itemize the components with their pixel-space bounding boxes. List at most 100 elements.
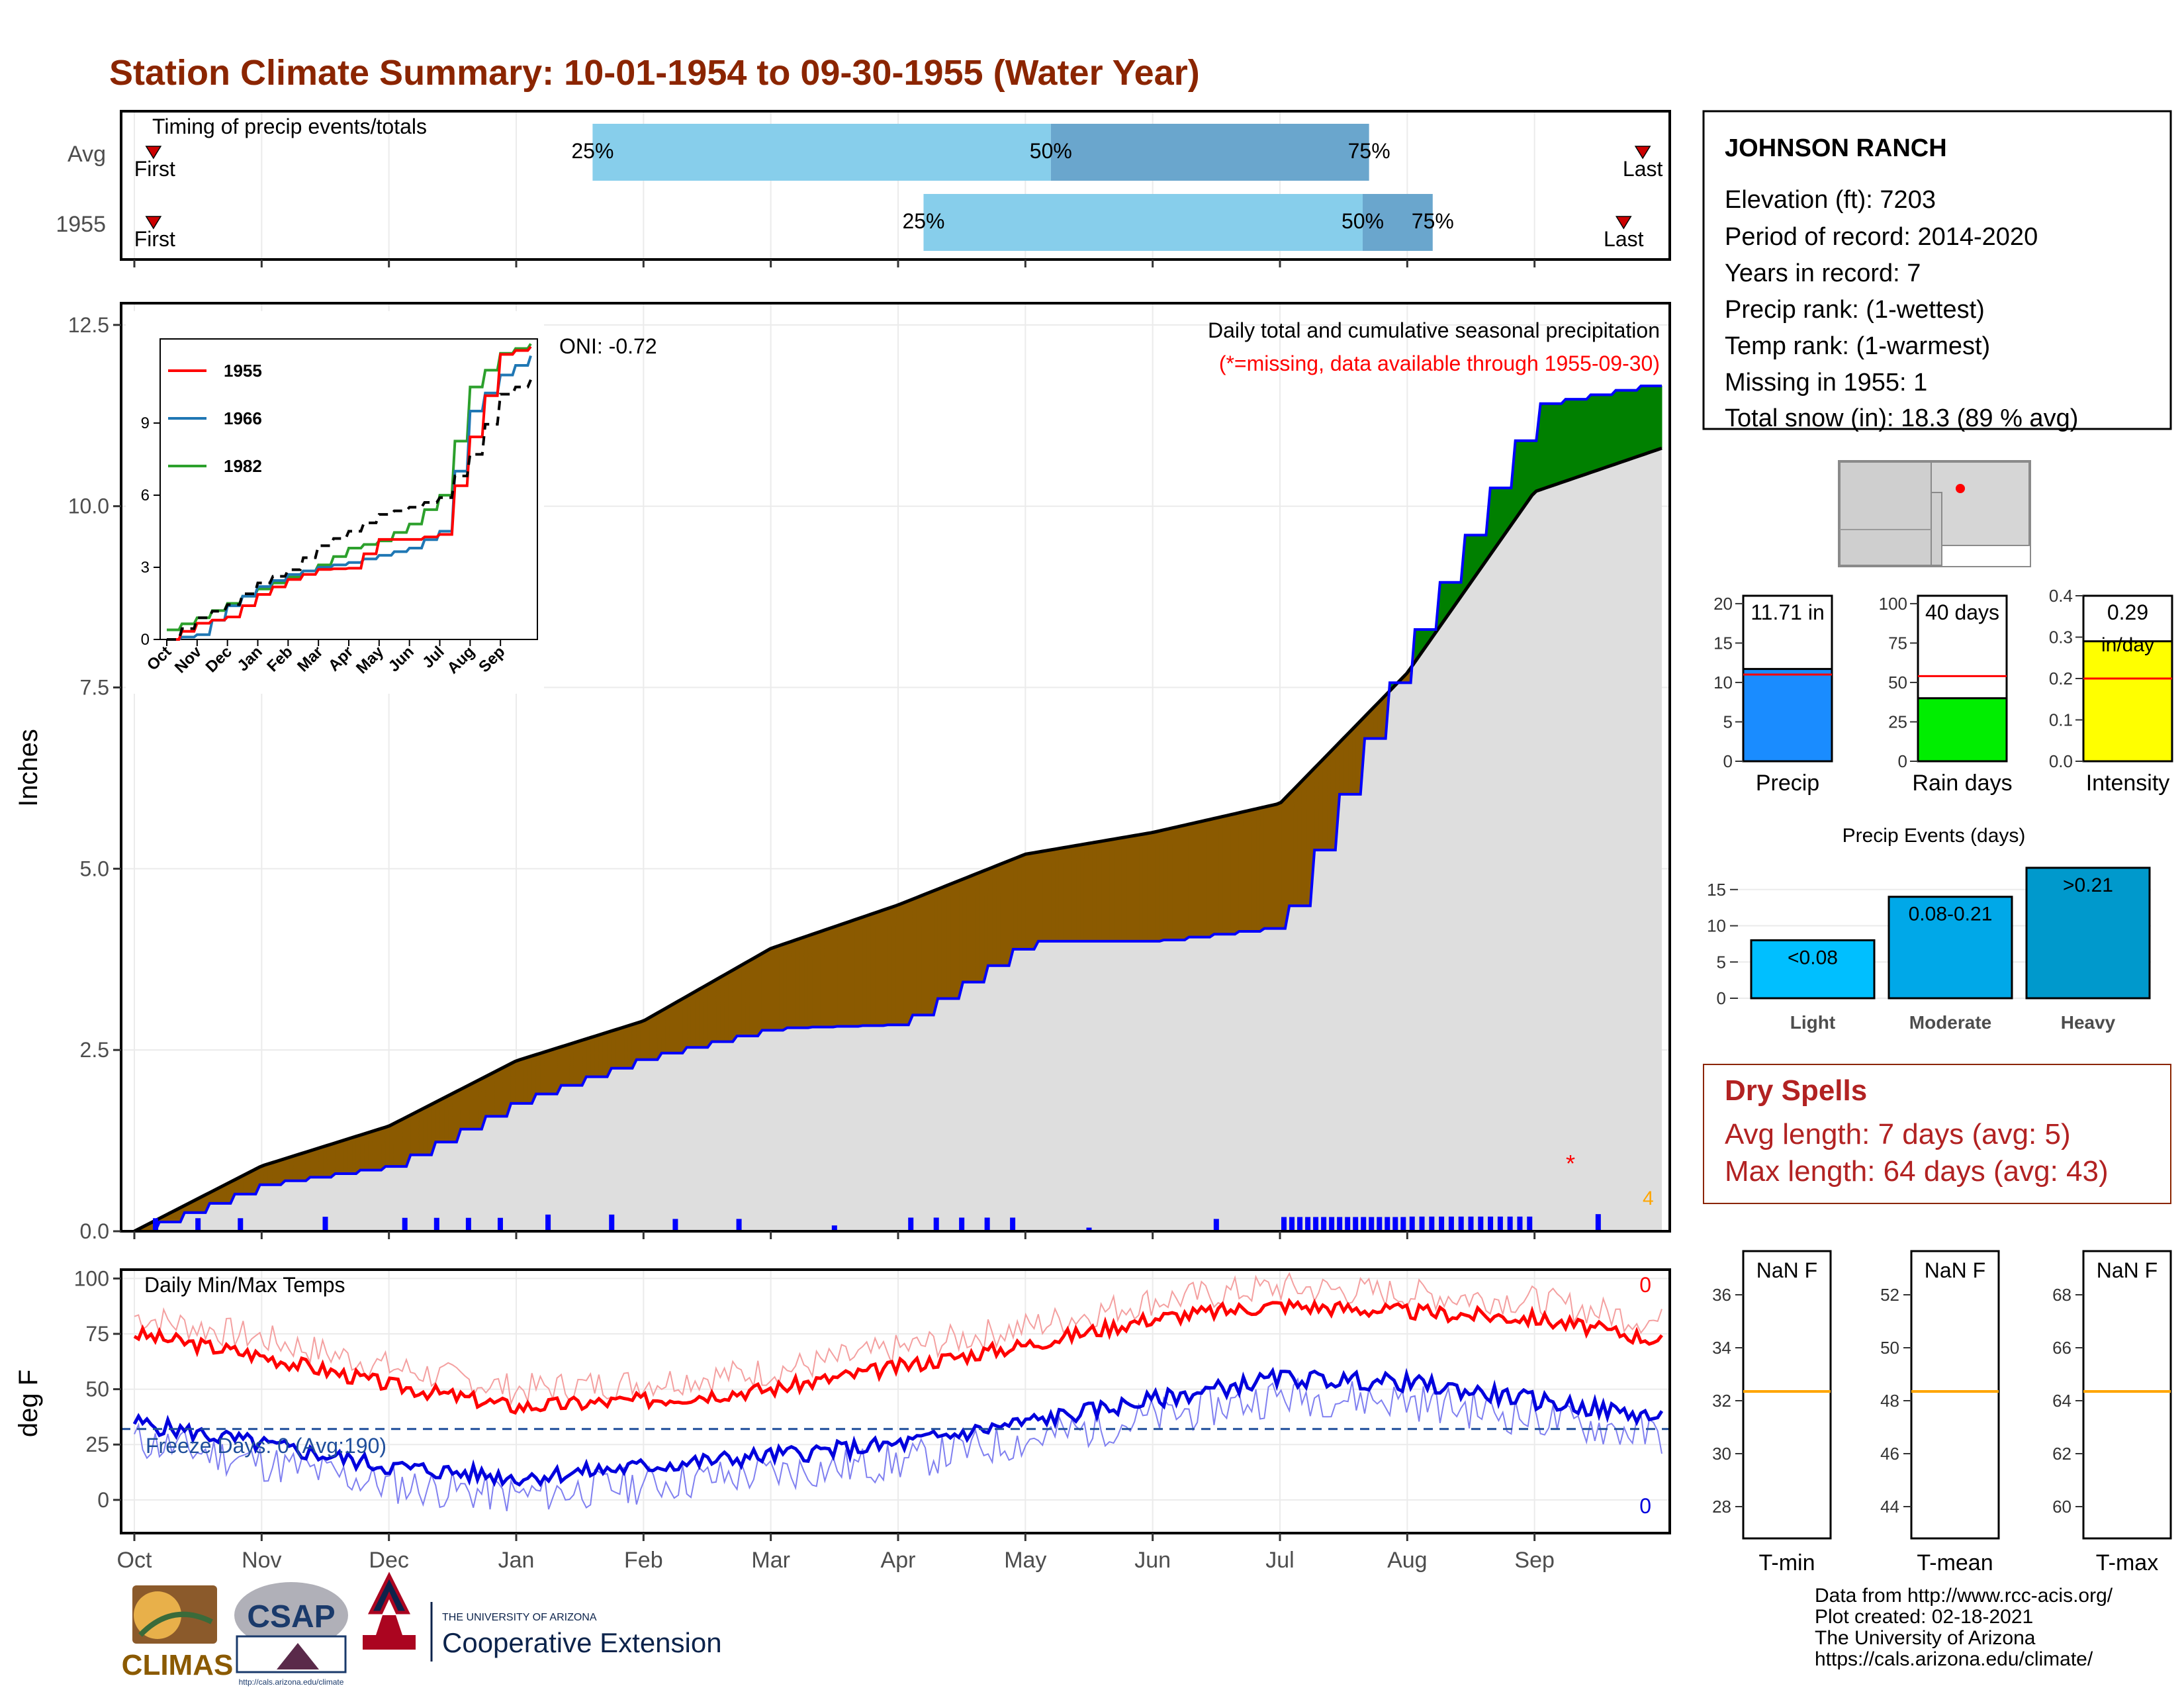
temp-x-tick-label: Jan	[498, 1548, 535, 1573]
timing-bar-25-50	[923, 194, 1363, 251]
daily-precip-bar	[959, 1217, 965, 1231]
daily-precip-bars	[153, 1214, 1601, 1231]
temp-rank-value: NaN F	[1756, 1258, 1817, 1282]
daily-precip-bar	[1448, 1216, 1454, 1231]
daily-precip-bar	[672, 1219, 678, 1231]
temp-x-tick-label: Feb	[624, 1548, 663, 1573]
daily-precip-bar	[1329, 1217, 1335, 1231]
precip-baseline-area	[134, 448, 1662, 1231]
events-y-tick-label: 10	[1707, 916, 1726, 936]
daily-precip-bar	[933, 1217, 939, 1231]
timing-row-label-avg: Avg	[68, 142, 106, 167]
daily-precip-bar	[1321, 1217, 1327, 1231]
avg-min-temp-line	[134, 1377, 1662, 1511]
first-event-label: First	[134, 227, 175, 251]
min-temp-count: 0	[1639, 1494, 1651, 1518]
summary-bar-label: Intensity	[2086, 771, 2170, 796]
temp-x-tick-label: May	[1004, 1548, 1046, 1573]
events-bar-range: 0.08-0.21	[1909, 904, 1993, 925]
timing-title: Timing of precip events/totals	[152, 115, 427, 138]
events-bar-label: Moderate	[1909, 1012, 1991, 1033]
daily-precip-bar	[1419, 1216, 1425, 1231]
max-temp-line	[133, 1297, 1663, 1415]
summary-bar-label: Precip	[1756, 771, 1819, 796]
timing-label-25: 25%	[902, 209, 944, 233]
temp-x-tick-label: Oct	[117, 1548, 152, 1573]
temp-rank-y-tick-label: 62	[2052, 1444, 2071, 1464]
dry-spells-avg: Avg length: 7 days (avg: 5)	[1725, 1118, 2071, 1150]
timing-panel-frame	[120, 110, 1671, 261]
events-bar-range: >0.21	[2063, 874, 2113, 896]
temp-rank-frame	[1910, 1250, 2000, 1540]
events-bar-label: Light	[1790, 1012, 1835, 1033]
footer-line-3: The University of Arizona	[1815, 1627, 2036, 1649]
inset-y-tick-label: 6	[141, 487, 150, 504]
daily-precip-bar	[1297, 1217, 1303, 1231]
temp-rank-y-tick-label: 36	[1712, 1285, 1731, 1305]
inset-legend-label: 1955	[224, 361, 262, 381]
summary-y-tick-label: 10	[1713, 673, 1733, 692]
temp-y-tick-label: 0	[97, 1488, 109, 1512]
summary-y-tick-label: 25	[1888, 712, 1907, 731]
station-period: Period of record: 2014-2020	[1725, 223, 2038, 251]
last-event-marker	[1615, 216, 1632, 230]
temp-rank-y-tick-label: 50	[1880, 1338, 1899, 1358]
events-bar-range: <0.08	[1788, 947, 1838, 968]
first-event-marker	[145, 216, 162, 230]
last-event-marker	[1634, 146, 1651, 160]
temp-x-tick-label: Mar	[751, 1548, 790, 1573]
daily-precip-bar	[195, 1218, 201, 1231]
daily-precip-bar	[1213, 1219, 1219, 1231]
daily-precip-bar	[1488, 1216, 1494, 1231]
daily-precip-bar	[1345, 1217, 1351, 1231]
temp-y-axis-label: deg F	[14, 1370, 43, 1437]
min-temp-line	[132, 1366, 1664, 1487]
precip-y-ticks: 0.0 2.5 5.0 7.5 10.0 12.5	[68, 313, 121, 1243]
temp-rank-frame	[1742, 1250, 1832, 1540]
station-info-frame	[1702, 110, 2172, 430]
summary-y-tick-label: 75	[1888, 633, 1907, 653]
footer-line-1: Data from http://www.rcc-acis.org/	[1815, 1585, 2113, 1607]
inset-lines	[167, 343, 532, 641]
summary-y-tick-label: 0	[1723, 751, 1733, 771]
temp-y-tick-label: 50	[85, 1378, 109, 1401]
last-event-label: Last	[1604, 227, 1644, 251]
daily-precip-bar	[1361, 1217, 1367, 1231]
freeze-days-label: Freeze Days: 0 (Avg:190)	[146, 1434, 387, 1458]
station-precip-rank: Precip rank: (1-wettest)	[1725, 296, 1985, 324]
summary-bar	[1917, 697, 2008, 763]
precip-y-tick-label: 7.5	[80, 676, 109, 700]
temp-rank-frame	[2082, 1250, 2172, 1540]
daily-precip-bar	[1086, 1227, 1092, 1231]
missing-marker: *	[1566, 1150, 1575, 1177]
daily-precip-bar	[1429, 1216, 1435, 1231]
station-name: JOHNSON RANCH	[1725, 134, 1947, 162]
first-event-marker	[145, 146, 162, 160]
summary-bar-label: Rain days	[1912, 771, 2012, 796]
temp-rank-y-tick-label: 60	[2052, 1497, 2071, 1517]
temp-y-tick-label: 75	[85, 1322, 109, 1346]
daily-precip-bar	[1517, 1216, 1523, 1231]
inset-y-tick-label: 9	[141, 414, 150, 432]
daily-precip-bar	[402, 1217, 408, 1231]
timing-panel: 25% 50% 75% First Last 25% 50% 75% First Last Tim…	[56, 110, 1671, 267]
events-y-tick-label: 0	[1717, 988, 1726, 1008]
station-total-snow: Total snow (in): 18.3 (89 % avg)	[1725, 404, 2078, 432]
daily-precip-bar	[1289, 1217, 1295, 1231]
daily-precip-bar	[1400, 1217, 1406, 1231]
events-body: 0 5 10 15 <0.08 Light 0.08-0.21 Moderate >0.21 He…	[1707, 867, 2151, 1033]
missing-note: (*=missing, data available through 1955-…	[1219, 352, 1660, 375]
events-y-tick-label: 15	[1707, 880, 1726, 900]
events-y-tick-label: 5	[1717, 952, 1726, 972]
daily-precip-bar	[1010, 1217, 1016, 1231]
timing-bar-50-75	[1050, 124, 1369, 181]
daily-precip-bar	[1392, 1217, 1398, 1231]
precip-y-tick-label: 12.5	[68, 313, 109, 337]
inset-frame	[159, 338, 538, 640]
daily-precip-bar	[1377, 1217, 1383, 1231]
map-four-corners	[1931, 461, 2030, 546]
daily-precip-bar	[736, 1219, 742, 1231]
temp-rank-value: NaN F	[1925, 1258, 1985, 1282]
